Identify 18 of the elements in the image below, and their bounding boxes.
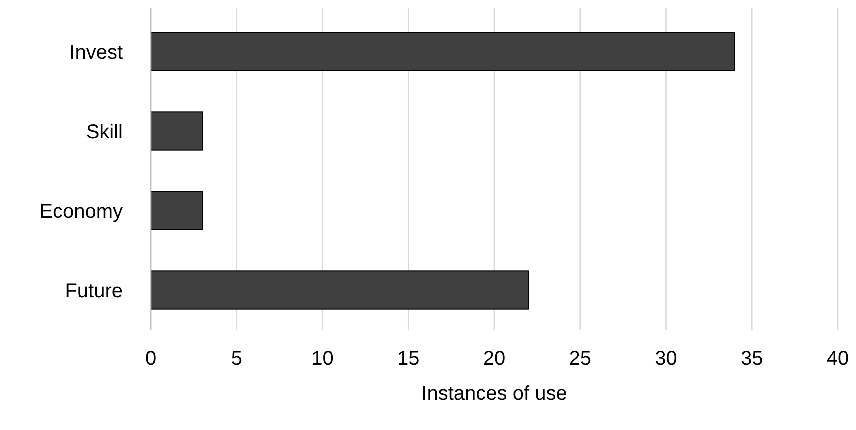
y-tick-label: Skill xyxy=(86,121,123,144)
x-tick-label: 35 xyxy=(741,348,764,370)
bar xyxy=(150,32,736,72)
bar xyxy=(150,270,530,310)
x-tick-label: 0 xyxy=(145,348,157,370)
x-tick-label: 10 xyxy=(312,348,334,370)
x-tick-label: 25 xyxy=(569,348,592,370)
bar xyxy=(150,191,204,230)
y-tick-label: Invest xyxy=(70,42,124,64)
bar xyxy=(150,112,204,151)
x-tick-label: 40 xyxy=(826,348,850,370)
y-tick-label: Economy xyxy=(40,200,123,223)
x-tick-label: 20 xyxy=(483,348,506,370)
x-tick-label: 30 xyxy=(655,348,678,370)
x-tick-label: 15 xyxy=(398,348,420,370)
y-tick-label: Future xyxy=(65,280,123,302)
x-tick-label: 5 xyxy=(231,348,242,370)
x-axis-title: Instances of use xyxy=(422,383,568,405)
